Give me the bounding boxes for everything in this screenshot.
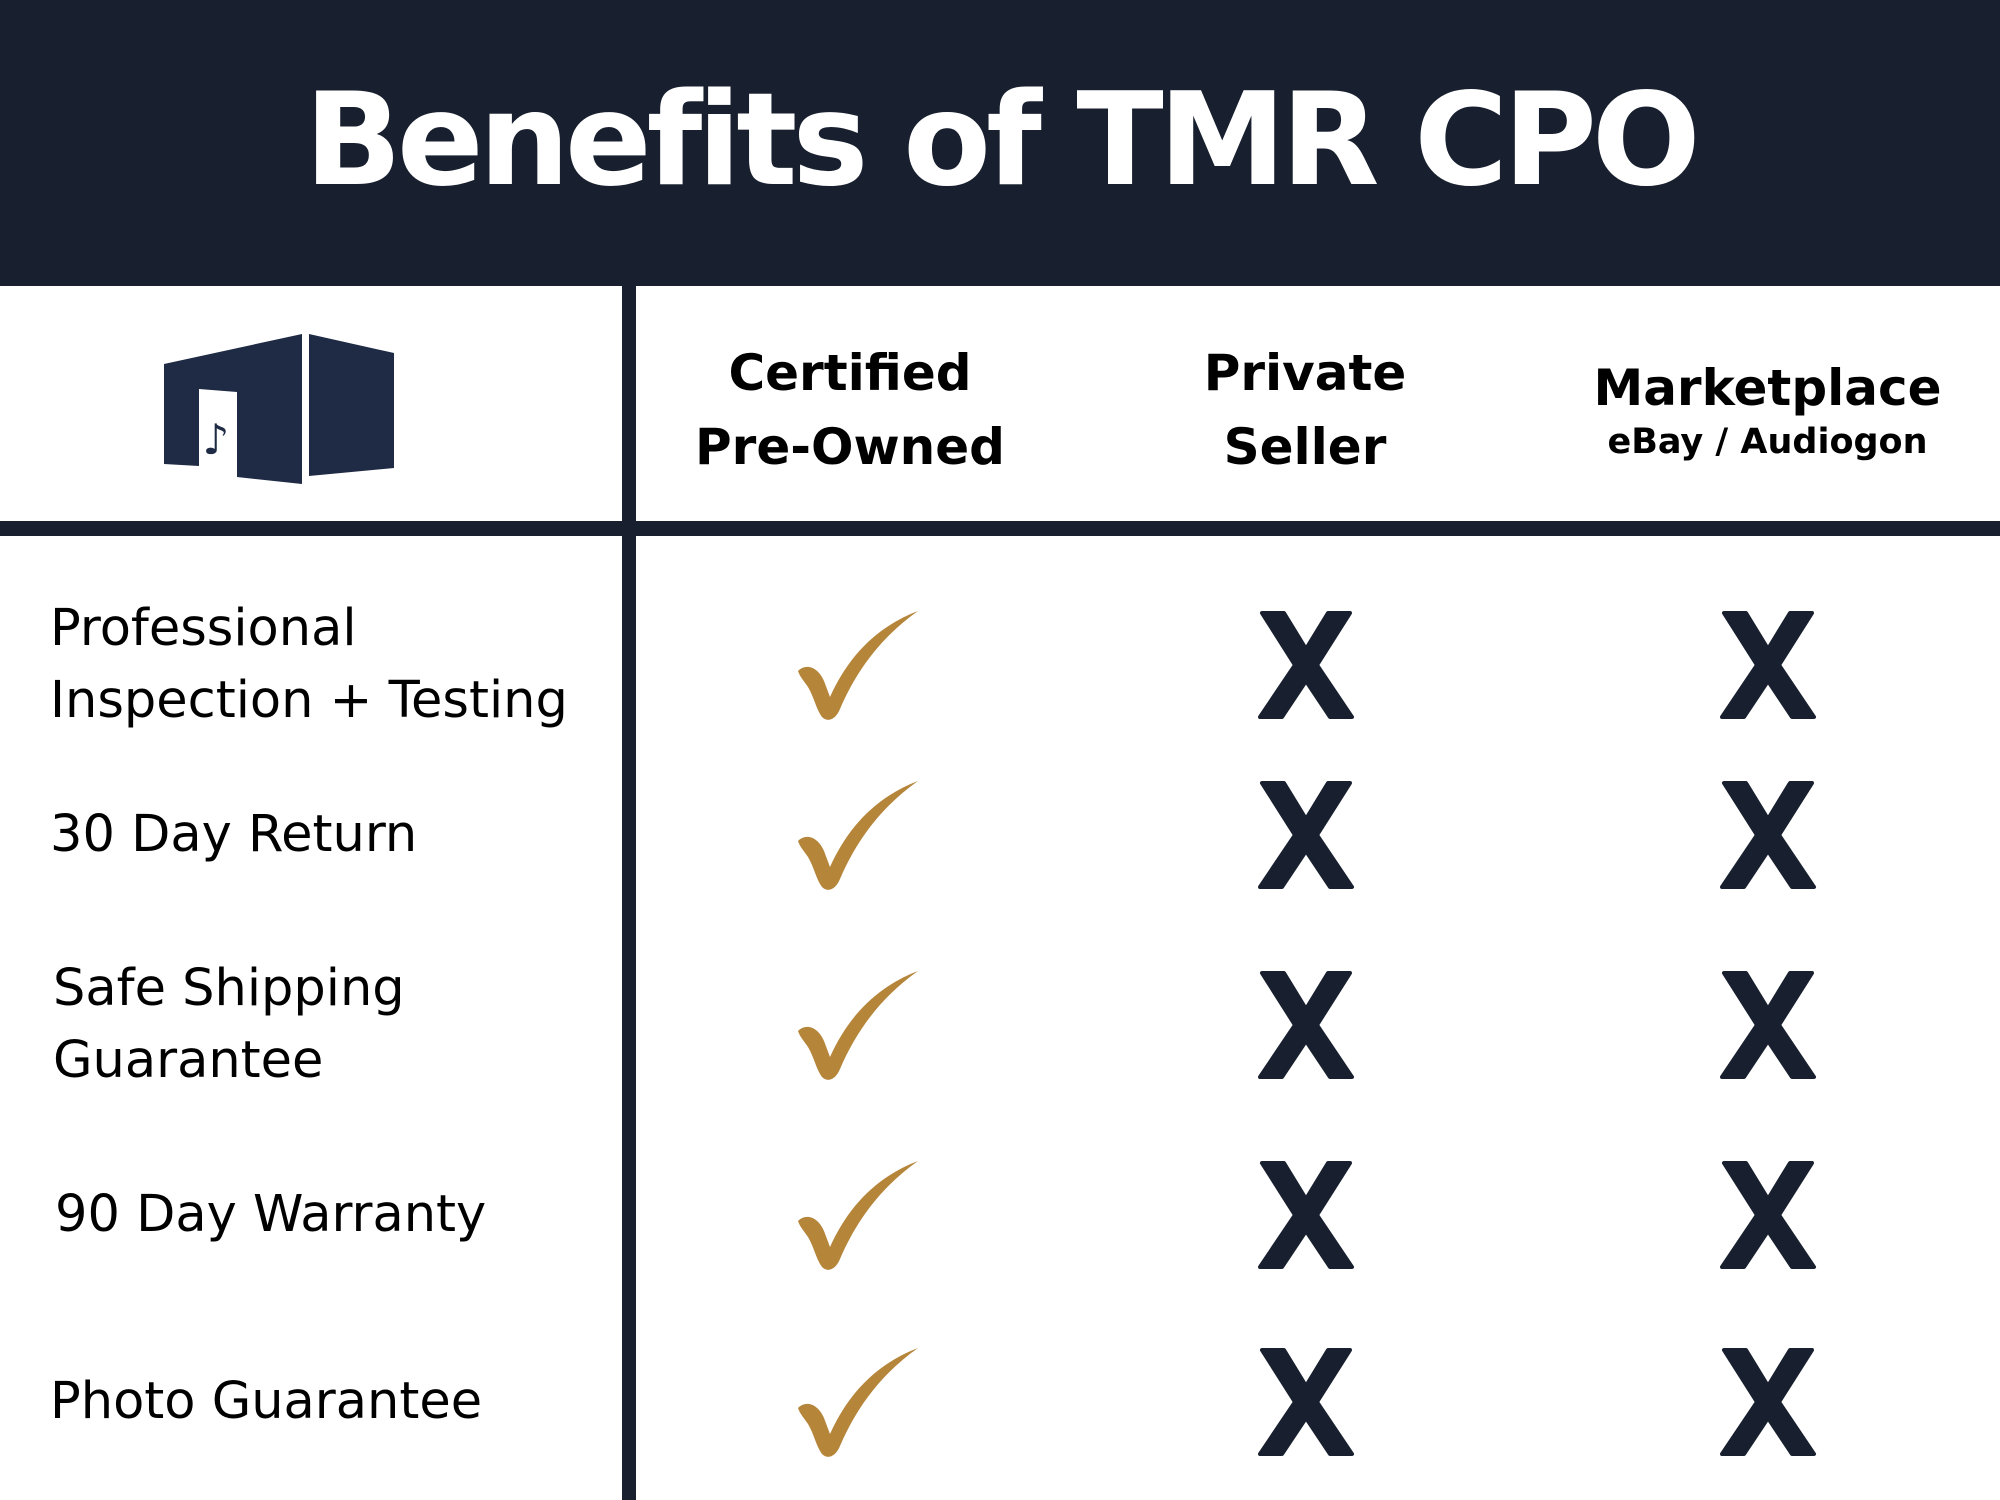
feature-label-line: Guarantee (53, 1031, 324, 1090)
header-banner (0, 0, 2000, 286)
feature-label-line: 30 Day Return (50, 805, 418, 864)
feature-label: 30 Day Return (50, 799, 610, 871)
x-mark-icon (1236, 605, 1376, 725)
feature-label: 90 Day Warranty (55, 1179, 615, 1251)
x-mark-icon (1698, 965, 1838, 1085)
feature-label-line: Inspection + Testing (50, 671, 568, 730)
column-header-marketplace: Marketplace eBay / Audiogon (1545, 330, 1990, 490)
column-header-line: Private (1203, 344, 1407, 402)
x-mark-icon (1236, 775, 1376, 895)
checkmark-icon (788, 605, 928, 725)
page-title: Benefits of TMR CPO (304, 65, 1700, 215)
column-header-subtitle: eBay / Audiogon (1607, 422, 1928, 462)
checkmark-icon (788, 1342, 928, 1462)
feature-label: Professional Inspection + Testing (50, 593, 610, 737)
column-header-line: Certified (728, 344, 972, 402)
column-header-line: Seller (1223, 418, 1387, 476)
x-mark-icon (1698, 1155, 1838, 1275)
x-mark-icon (1698, 775, 1838, 895)
x-mark-icon (1698, 1342, 1838, 1462)
x-mark-icon (1236, 1342, 1376, 1462)
music-building-logo: ♪ (164, 334, 394, 484)
x-mark-icon (1698, 605, 1838, 725)
column-header-line: Pre-Owned (695, 418, 1005, 476)
checkmark-icon (788, 775, 928, 895)
feature-label-line: Safe Shipping (53, 959, 405, 1018)
checkmark-icon (788, 965, 928, 1085)
feature-label: Safe Shipping Guarantee (53, 953, 613, 1097)
feature-label-line: 90 Day Warranty (55, 1185, 487, 1244)
column-header-certified: Certified Pre-Owned (650, 330, 1050, 490)
feature-label-line: Professional (50, 599, 357, 658)
x-mark-icon (1236, 1155, 1376, 1275)
music-note-icon: ♪ (203, 415, 230, 464)
header-divider (0, 521, 2000, 536)
feature-label: Photo Guarantee (50, 1366, 610, 1438)
x-mark-icon (1236, 965, 1376, 1085)
column-header-line: Marketplace (1593, 359, 1942, 417)
column-header-private: Private Seller (1105, 330, 1505, 490)
checkmark-icon (788, 1155, 928, 1275)
column-divider (622, 286, 636, 1500)
feature-label-line: Photo Guarantee (50, 1372, 483, 1431)
